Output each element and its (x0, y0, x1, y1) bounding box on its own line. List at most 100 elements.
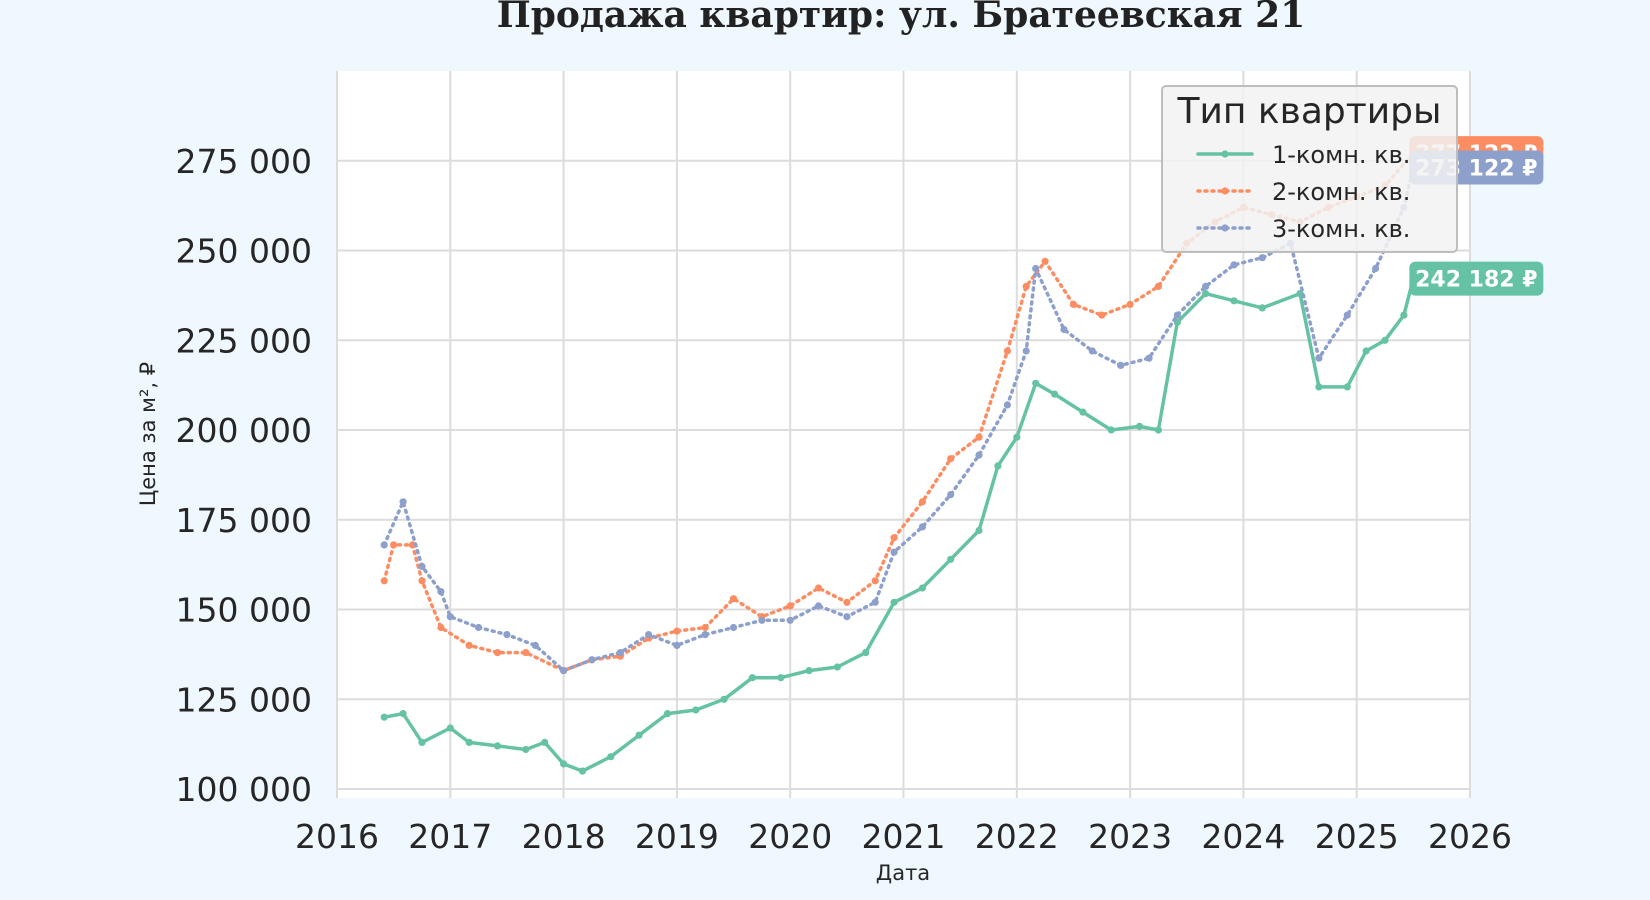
data-point-2-21 (918, 498, 927, 506)
data-point-3-32 (1202, 282, 1210, 290)
data-point-3-1 (399, 498, 407, 506)
legend-marker (1221, 187, 1229, 195)
data-point-1-26 (1032, 379, 1040, 387)
data-point-3-11 (645, 631, 653, 639)
data-point-1-35 (1258, 304, 1266, 312)
data-point-1-41 (1400, 311, 1408, 319)
data-point-1-19 (862, 649, 870, 657)
data-point-3-23 (975, 451, 983, 459)
data-point-2-26 (1041, 257, 1049, 265)
x-tick-label: 2021 (862, 817, 946, 856)
data-point-3-0 (380, 541, 388, 549)
y-tick-label: 275 000 (176, 142, 312, 181)
x-tick-label: 2018 (522, 817, 606, 856)
data-point-3-16 (786, 616, 794, 624)
x-tick-label: 2019 (635, 817, 719, 856)
data-point-1-25 (1013, 433, 1021, 441)
data-point-2-25 (1022, 282, 1030, 290)
data-point-1-5 (493, 742, 502, 750)
data-point-3-31 (1173, 311, 1181, 319)
data-point-3-24 (1003, 401, 1012, 409)
data-point-3-28 (1088, 347, 1096, 355)
data-point-1-33 (1202, 290, 1210, 298)
data-point-3-33 (1230, 261, 1238, 269)
y-tick-label: 225 000 (176, 321, 312, 360)
x-tick-label: 2016 (295, 817, 379, 856)
data-point-1-29 (1107, 426, 1115, 434)
data-point-1-27 (1051, 390, 1059, 398)
data-point-3-13 (701, 631, 709, 639)
legend-entry: 1-комн. кв. (1272, 141, 1410, 169)
data-point-2-18 (843, 598, 851, 606)
data-point-1-11 (635, 731, 643, 739)
data-point-1-40 (1381, 336, 1389, 344)
x-tick-label: 2020 (748, 817, 832, 856)
data-point-2-30 (1154, 282, 1162, 290)
data-point-2-20 (890, 534, 898, 542)
data-point-3-22 (947, 491, 955, 499)
data-point-3-9 (588, 656, 596, 664)
data-point-1-15 (748, 674, 757, 682)
data-point-1-1 (399, 710, 407, 718)
data-point-1-12 (663, 710, 672, 718)
data-point-2-3 (418, 577, 426, 585)
data-point-3-26 (1032, 264, 1040, 273)
data-point-1-6 (522, 745, 530, 754)
data-point-2-5 (465, 641, 473, 650)
data-point-2-13 (701, 623, 709, 632)
last-value-badge-1 (1409, 261, 1544, 296)
x-tick-label: 2022 (975, 817, 1059, 856)
data-point-1-21 (918, 584, 927, 592)
data-point-1-30 (1135, 422, 1144, 430)
y-tick-label: 200 000 (176, 411, 312, 450)
legend-marker (1221, 224, 1229, 232)
data-point-2-14 (729, 595, 738, 603)
data-point-3-36 (1315, 354, 1323, 362)
data-point-1-34 (1230, 297, 1238, 305)
legend: Тип квартиры 1-комн. кв. 2-комн. кв. 3-комн… (1161, 85, 1458, 253)
data-point-1-3 (446, 724, 454, 732)
y-tick-label: 125 000 (176, 680, 312, 719)
data-point-1-23 (975, 526, 983, 535)
legend-marker (1221, 150, 1229, 158)
data-point-1-38 (1343, 383, 1351, 391)
legend-box (1161, 85, 1458, 253)
data-point-3-10 (616, 649, 624, 657)
data-point-3-3 (437, 588, 445, 596)
data-point-2-19 (871, 577, 879, 585)
x-tick-label: 2025 (1315, 817, 1399, 856)
data-point-1-13 (692, 706, 700, 714)
data-point-1-18 (833, 663, 842, 671)
data-point-3-21 (918, 523, 927, 531)
data-point-2-1 (390, 541, 398, 549)
data-point-2-23 (975, 433, 983, 441)
data-point-2-28 (1098, 311, 1106, 319)
data-point-3-20 (890, 548, 898, 556)
data-point-3-18 (843, 613, 851, 621)
data-point-1-14 (720, 695, 728, 703)
data-point-2-4 (437, 623, 445, 632)
data-point-2-7 (522, 649, 530, 657)
data-point-1-31 (1154, 426, 1162, 434)
data-point-1-16 (777, 674, 785, 682)
last-value-text-1: 242 182 ₽ (1415, 268, 1537, 293)
legend-entry: 3-комн. кв. (1272, 215, 1410, 243)
data-point-3-5 (475, 623, 483, 632)
data-point-3-14 (729, 623, 738, 632)
data-point-3-19 (871, 598, 879, 606)
data-point-1-7 (541, 738, 549, 747)
legend-entry: 2-комн. кв. (1272, 178, 1410, 206)
data-point-3-6 (503, 631, 511, 639)
y-axis-label: Цена за м², ₽ (136, 362, 160, 506)
data-point-1-8 (560, 760, 568, 768)
data-point-3-29 (1117, 361, 1125, 369)
data-point-3-38 (1372, 264, 1380, 273)
data-point-1-39 (1362, 347, 1370, 355)
data-point-1-28 (1079, 408, 1087, 416)
data-point-1-9 (578, 767, 587, 775)
data-point-1-4 (465, 738, 473, 747)
chart-title: Продажа квартир: ул. Братеевская 21 (497, 0, 1306, 36)
data-point-3-37 (1343, 311, 1351, 319)
data-point-3-8 (560, 667, 568, 675)
